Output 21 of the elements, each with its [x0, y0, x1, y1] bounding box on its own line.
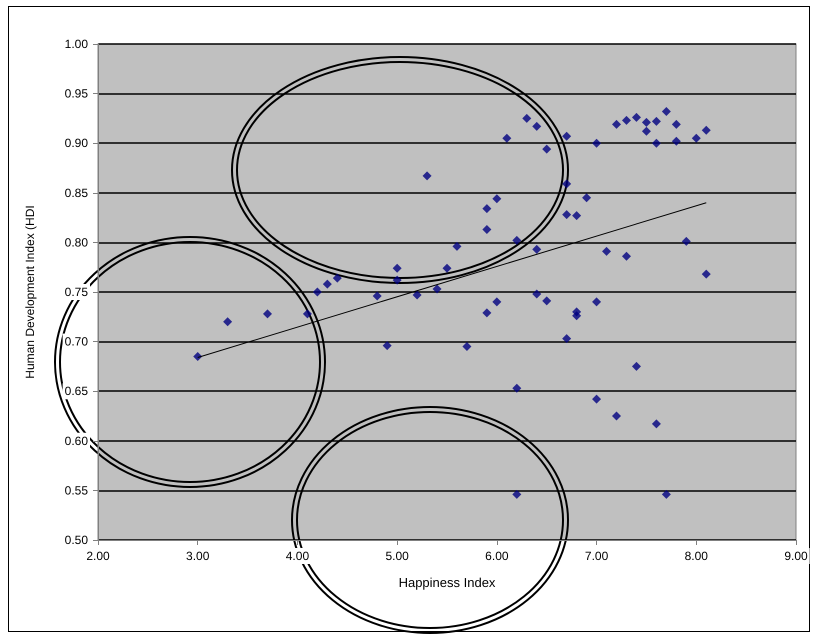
- x-tick-label: 4.00: [286, 549, 310, 563]
- x-tick-label: 3.00: [186, 549, 210, 563]
- y-tick-label: 0.90: [64, 136, 88, 150]
- y-tick-label: 0.95: [64, 86, 88, 101]
- x-axis-title: Happiness Index: [398, 575, 496, 590]
- x-tick-label: 7.00: [584, 549, 609, 563]
- y-tick-label: 0.55: [64, 483, 88, 498]
- x-tick-label: 9.00: [784, 549, 808, 563]
- y-axis-title: Human Development Index (HDI: [23, 205, 37, 379]
- y-tick-label: 0.80: [64, 235, 88, 250]
- y-tick-label: 0.65: [64, 384, 88, 398]
- y-tick-label: 0.85: [64, 186, 88, 200]
- x-tick-label: 6.00: [485, 549, 509, 563]
- y-tick-label: 1.00: [64, 37, 88, 51]
- x-tick-label: 8.00: [684, 549, 708, 563]
- y-tick-label: 0.70: [64, 334, 88, 349]
- x-tick-label: 5.00: [385, 549, 410, 563]
- y-tick-label: 0.50: [64, 533, 88, 547]
- y-tick-label: 0.60: [64, 434, 88, 448]
- x-tick-label: 2.00: [86, 549, 110, 563]
- y-tick-label: 0.75: [64, 285, 88, 299]
